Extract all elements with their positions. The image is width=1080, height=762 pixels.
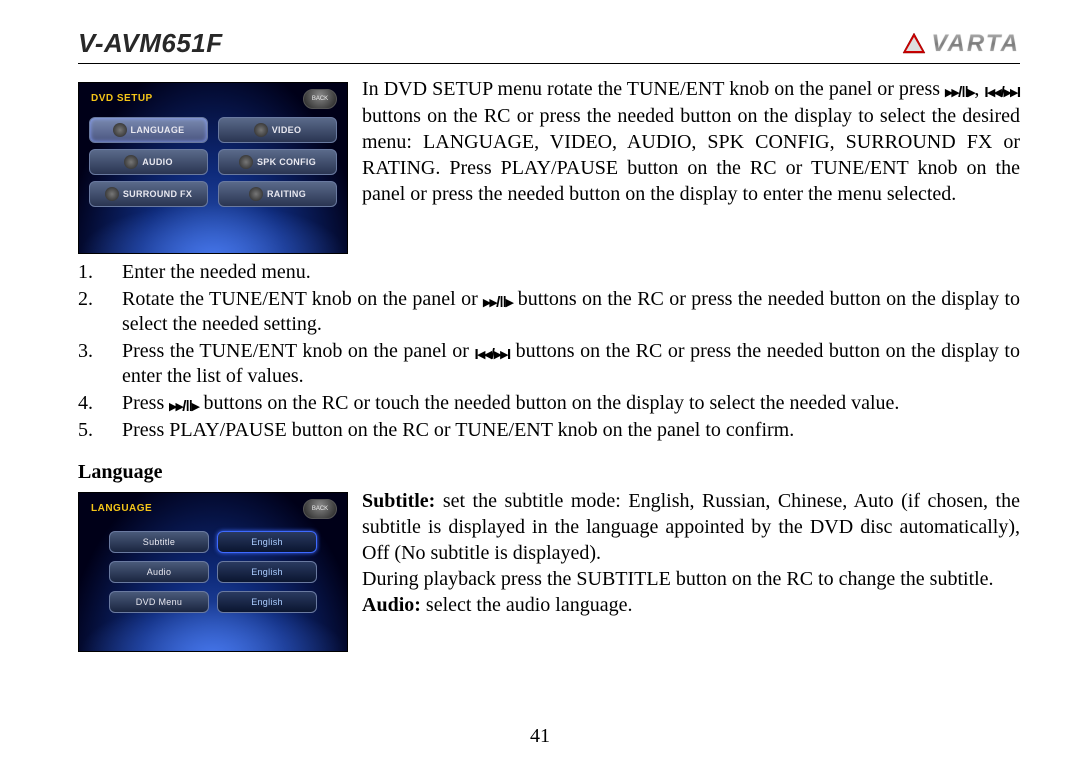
ff-pause-icon: ▸▸/‖▸ <box>169 397 198 416</box>
menu-btn-video: VIDEO <box>218 117 337 143</box>
language-heading: Language <box>78 461 1020 484</box>
prev-next-icon: I◂◂/▸▸I <box>475 345 511 364</box>
header-rule <box>78 63 1020 64</box>
back-button: BACK <box>303 499 337 519</box>
subtitle-text: set the subtitle mode: English, Russian,… <box>362 490 1020 564</box>
audio-text: select the audio language. <box>421 594 633 616</box>
step-4: 4.Press ▸▸/‖▸ buttons on the RC or touch… <box>78 391 1020 417</box>
row-dvdmenu: DVD Menu English <box>109 591 317 613</box>
ff-pause-icon: ▸▸/‖▸ <box>483 293 512 312</box>
screenshot1-title: DVD SETUP <box>91 93 153 104</box>
intro-sep: , <box>974 78 984 100</box>
audio-label: Audio: <box>362 594 421 616</box>
step-1: 1.Enter the needed menu. <box>78 260 1020 286</box>
page-number: 41 <box>0 725 1080 748</box>
subtitle-label: Subtitle: <box>362 490 435 512</box>
row-subtitle: Subtitle English <box>109 531 317 553</box>
step-3: 3.Press the TUNE/ENT knob on the panel o… <box>78 339 1020 390</box>
menu-btn-surroundfx: SURROUND FX <box>89 181 208 207</box>
row-audio: Audio English <box>109 561 317 583</box>
model-number: V-AVM651F <box>78 28 223 59</box>
language-screenshot: LANGUAGE BACK Subtitle English Audio Eng… <box>78 492 348 652</box>
step-2: 2.Rotate the TUNE/ENT knob on the panel … <box>78 287 1020 338</box>
intro-rest: buttons on the RC or press the needed bu… <box>362 105 1020 205</box>
brand-icon <box>901 31 927 57</box>
intro-line1: In DVD SETUP menu rotate the TUNE/ENT kn… <box>362 78 940 100</box>
page-header: V-AVM651F VARTA <box>78 28 1020 59</box>
menu-btn-audio: AUDIO <box>89 149 208 175</box>
screenshot2-rows: Subtitle English Audio English DVD Menu … <box>109 531 317 613</box>
brand-logo-area: VARTA <box>901 30 1020 58</box>
steps-list: 1.Enter the needed menu. 2.Rotate the TU… <box>78 260 1020 443</box>
menu-btn-language: LANGUAGE <box>89 117 208 143</box>
brand-text: VARTA <box>931 30 1020 58</box>
prev-next-icon: I◂◂/▸▸I <box>984 83 1020 103</box>
menu-btn-rating: RAITING <box>218 181 337 207</box>
menu-btn-spkconfig: SPK CONFIG <box>218 149 337 175</box>
screenshot2-title: LANGUAGE <box>91 503 152 514</box>
dvd-setup-screenshot: DVD SETUP BACK LANGUAGE VIDEO AUDIO SPK … <box>78 82 348 254</box>
screenshot1-grid: LANGUAGE VIDEO AUDIO SPK CONFIG SURROUND… <box>89 117 337 207</box>
step-5: 5.Press PLAY/PAUSE button on the RC or T… <box>78 418 1020 444</box>
ff-pause-icon: ▸▸/‖▸ <box>945 83 974 103</box>
back-button: BACK <box>303 89 337 109</box>
